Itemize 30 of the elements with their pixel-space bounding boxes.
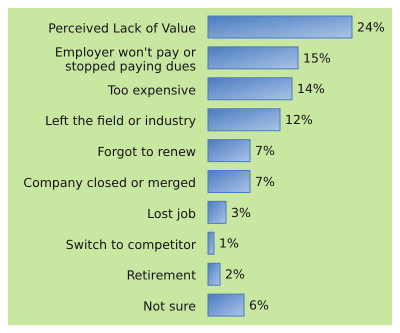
y-tick-label: Retirement: [126, 267, 196, 282]
y-tick-label: Perceived Lack of Value: [48, 20, 196, 35]
y-tick-label: Left the field or industry: [45, 112, 197, 128]
y-tick-label: Too expensive: [106, 82, 196, 97]
bar: [208, 200, 226, 224]
data-label: 3%: [231, 204, 251, 220]
bar: [208, 262, 220, 286]
bar: [208, 170, 250, 193]
data-label: 2%: [225, 266, 245, 282]
data-label: 15%: [303, 50, 331, 66]
y-tick-label: Company closed or merged: [23, 174, 196, 190]
bar: [208, 139, 250, 162]
y-tick-label: Lost job: [147, 205, 196, 220]
bar: [208, 77, 292, 100]
bar: [208, 294, 244, 317]
data-label: 1%: [219, 236, 239, 251]
bar: [208, 232, 214, 255]
data-label: 6%: [249, 298, 269, 313]
y-tick-label: Employer won't pay or stopped paying dues: [54, 44, 197, 73]
data-label: 14%: [297, 81, 325, 96]
data-label: 7%: [255, 174, 275, 189]
data-label: 12%: [285, 112, 313, 128]
bar: [208, 16, 352, 38]
bar: [208, 108, 280, 132]
bar: [208, 46, 298, 70]
y-tick-label: Not sure: [143, 298, 196, 314]
data-label: 7%: [255, 143, 275, 158]
y-tick-label: Forgot to renew: [97, 144, 196, 159]
y-tick-label: Switch to competitor: [66, 236, 197, 252]
data-label: 24%: [357, 19, 385, 34]
